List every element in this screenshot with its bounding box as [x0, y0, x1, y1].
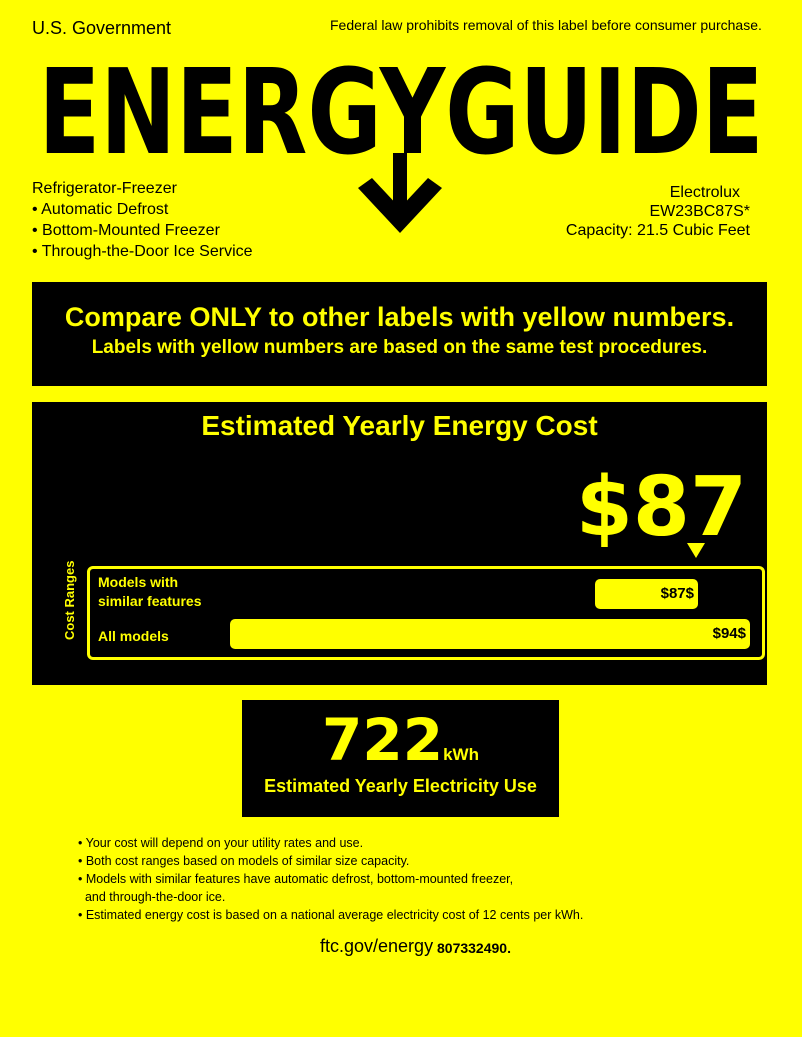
cost-ranges: Models with similar features $87$ All mod…	[87, 566, 765, 660]
ftc-url: ftc.gov/energy	[320, 936, 434, 956]
compare-line1: Compare ONLY to other labels with yellow…	[64, 302, 735, 332]
brand: Electrolux	[669, 184, 740, 201]
cost-ranges-label: Cost Ranges	[62, 560, 77, 640]
energyguide-logo: ENERGYGUIDE	[39, 48, 764, 233]
compare-banner: Compare ONLY to other labels with yellow…	[32, 282, 767, 386]
compare-line2: Labels with yellow numbers are based on …	[91, 337, 708, 358]
capacity: Capacity: 21.5 Cubic Feet	[565, 222, 750, 239]
note: • Models with similar features have auto…	[78, 872, 514, 886]
model-info: Electrolux EW23BC87S* Capacity: 21.5 Cub…	[560, 183, 750, 240]
note: • Both cost ranges based on models of si…	[78, 854, 410, 868]
all-range-bar: $94$	[230, 619, 750, 649]
cost-title: Estimated Yearly Energy Cost	[201, 410, 598, 441]
notes: • Your cost will depend on your utility …	[78, 834, 583, 924]
part-number: 807332490.	[437, 940, 511, 956]
note: and through-the-door ice.	[78, 890, 226, 904]
similar-range-bar: $87$	[595, 579, 698, 609]
arrow-down-icon	[358, 178, 442, 233]
law-notice: Federal law prohibits removal of this la…	[330, 17, 762, 33]
note: • Estimated energy cost is based on a na…	[78, 908, 584, 922]
all-high: $94$	[712, 625, 746, 642]
product-type: Refrigerator-Freezer	[32, 180, 177, 197]
cost-value: $87	[575, 460, 747, 555]
kwh-unit: kWh	[443, 745, 479, 764]
feature: • Automatic Defrost	[32, 201, 169, 218]
kwh-value: 722	[322, 706, 444, 774]
similar-label: Models with similar features	[98, 573, 202, 611]
all-models-label: All models	[98, 628, 169, 644]
kwh-label: Estimated Yearly Electricity Use	[264, 776, 537, 796]
government-text: U.S. Government	[32, 18, 172, 38]
similar-high: $87$	[660, 585, 694, 602]
model-number: EW23BC87S*	[649, 203, 751, 220]
feature: • Bottom-Mounted Freezer	[32, 222, 220, 239]
similar-label-1: Models with	[98, 574, 179, 590]
electricity-use-panel: 722kWh Estimated Yearly Electricity Use	[242, 700, 559, 817]
similar-label-2: similar features	[98, 593, 202, 609]
cost-pointer-icon	[687, 543, 705, 558]
note: • Your cost will depend on your utility …	[78, 836, 364, 850]
energy-cost-panel: Estimated Yearly Energy Cost $87 Cost Ra…	[32, 402, 767, 685]
product-features: Refrigerator-Freezer • Automatic Defrost…	[32, 178, 253, 262]
feature: • Through-the-Door Ice Service	[32, 243, 253, 260]
